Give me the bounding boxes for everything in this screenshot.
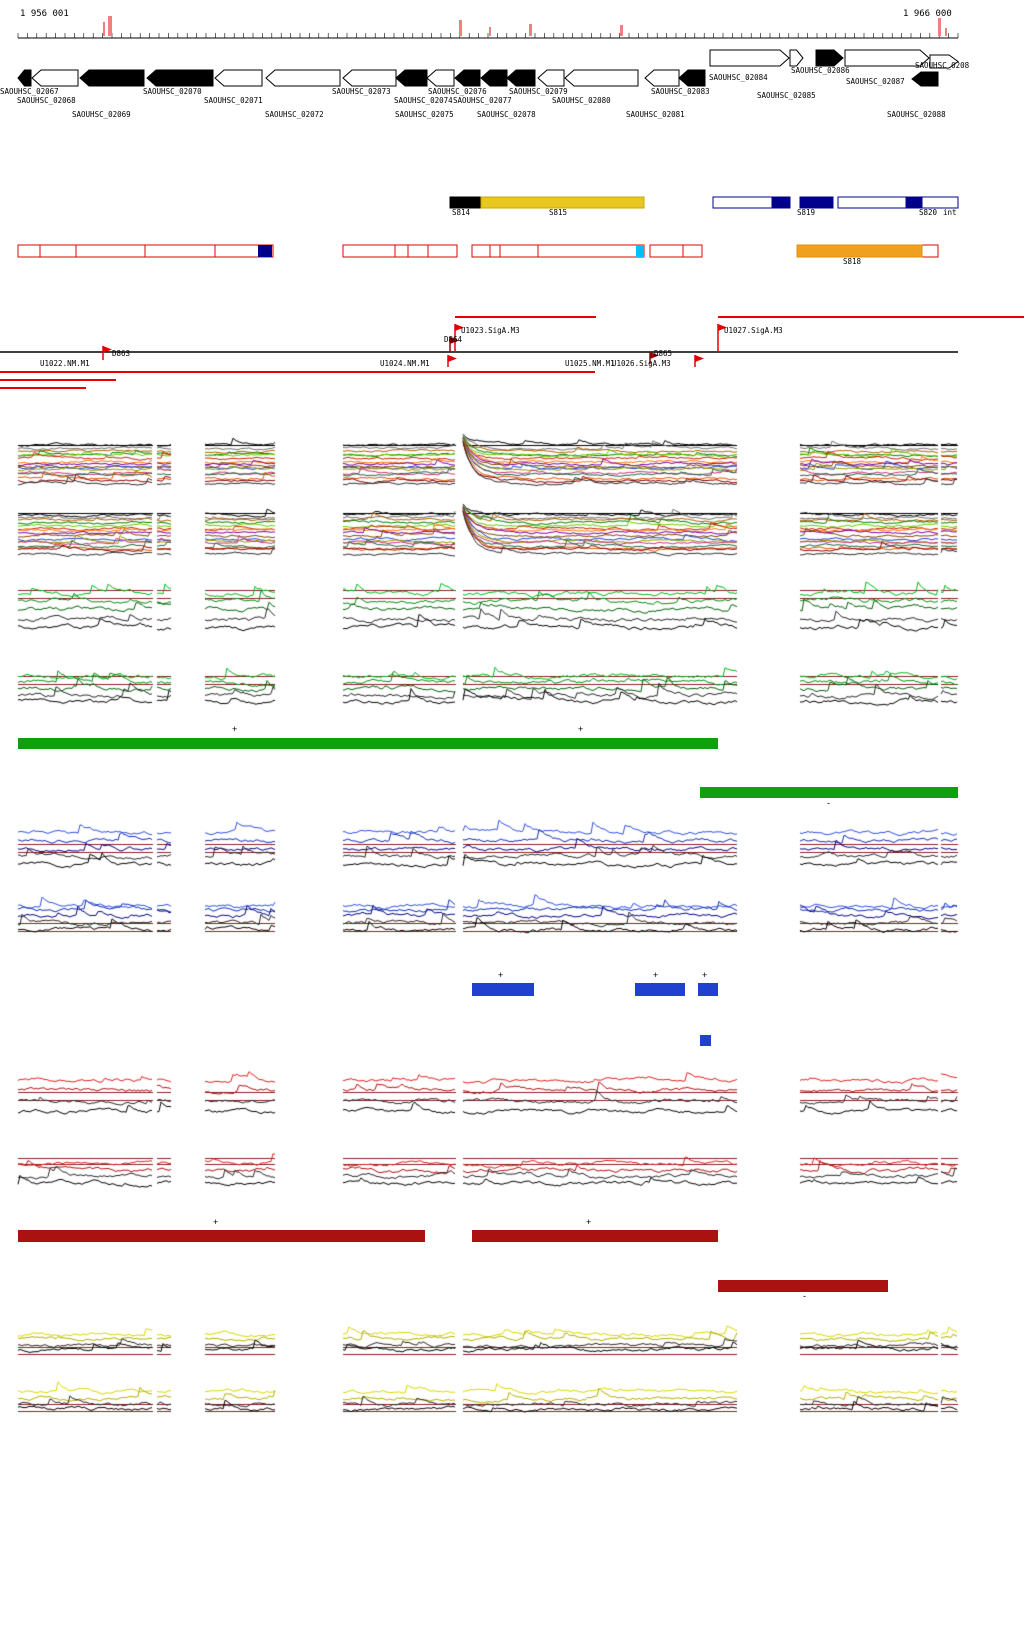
strand-region-bar[interactable] <box>18 1230 425 1242</box>
gene-arrow-SAOUHSC_02076[interactable] <box>454 69 481 87</box>
strand-sign: + <box>498 970 504 980</box>
ruler-variant-mark <box>529 24 532 36</box>
gene-arrow-SAOUHSC_02084[interactable] <box>709 49 790 67</box>
feature-bar[interactable] <box>799 196 834 209</box>
signal-track-blue[interactable] <box>0 812 1024 884</box>
flag-marker[interactable] <box>718 324 727 331</box>
strand-region-bar[interactable] <box>698 983 718 996</box>
signal-track-red[interactable] <box>0 1148 1024 1200</box>
signal-track-yellow[interactable] <box>0 1376 1024 1424</box>
segmented-feature-bar[interactable] <box>921 244 939 258</box>
flag-marker[interactable] <box>650 352 659 359</box>
gene-arrow-SAOUHSC_02068[interactable] <box>31 69 79 87</box>
gene-arrow-SAOUHSC_02069[interactable] <box>79 69 145 87</box>
gene-arrow-SAOUHSC_02083[interactable] <box>678 69 706 87</box>
gene-arrow-SAOUHSC_02088[interactable] <box>911 71 939 87</box>
strand-region-bar[interactable] <box>472 983 534 996</box>
feature-bar[interactable] <box>449 196 482 209</box>
ruler-start-coordinate: 1 956 001 <box>20 9 69 19</box>
strand-sign: + <box>653 970 659 980</box>
strand-sign: - <box>827 798 830 808</box>
signal-track-green[interactable] <box>0 572 1024 650</box>
ruler-variant-mark <box>103 22 105 36</box>
segmented-feature-bar[interactable] <box>649 244 703 258</box>
gene-arrow-SAOUHSC_02085[interactable] <box>789 49 804 67</box>
strand-sign: + <box>586 1217 592 1227</box>
feature-bar[interactable] <box>771 196 791 209</box>
segment-highlight <box>636 245 644 257</box>
ruler-end-coordinate: 1 966 000 <box>903 9 952 19</box>
ruler-variant-mark <box>938 18 941 36</box>
gene-arrow-SAOUHSC_02080[interactable] <box>564 69 639 87</box>
ruler-ticks <box>17 33 959 38</box>
ruler-variant-mark <box>945 28 947 36</box>
strand-region-bar[interactable] <box>700 1035 711 1046</box>
gene-arrow-SAOUHSC_02075[interactable] <box>426 69 455 87</box>
gene-arrow-SAOUHSC_02070[interactable] <box>146 69 214 87</box>
flag-marker[interactable] <box>103 346 112 353</box>
gene-arrow-SAOUHSC_02071[interactable] <box>214 69 263 87</box>
flag-marker[interactable] <box>695 355 704 362</box>
genomic-features-panel <box>0 16 1024 389</box>
gene-arrow-SAOUHSC_02072[interactable] <box>265 69 341 87</box>
strand-region-bar[interactable] <box>635 983 685 996</box>
signal-track-blue[interactable] <box>0 888 1024 944</box>
gene-arrow-SAOUHSC_0208[interactable] <box>929 54 959 69</box>
feature-bar[interactable] <box>905 196 923 209</box>
signal-track-dense[interactable] <box>0 498 1024 562</box>
segmented-feature-bar[interactable] <box>471 244 645 258</box>
signal-track-yellow[interactable] <box>0 1316 1024 1366</box>
signal-track-dense[interactable] <box>0 428 1024 492</box>
signal-track-green[interactable] <box>0 664 1024 714</box>
strand-sign: - <box>803 1291 806 1301</box>
strand-sign: + <box>702 970 708 980</box>
ruler-variant-mark <box>108 16 112 36</box>
strand-sign: + <box>232 724 238 734</box>
flag-marker[interactable] <box>455 324 464 331</box>
feature-bar[interactable] <box>480 196 645 209</box>
orange-feature-bar[interactable] <box>796 244 923 258</box>
ruler-variant-mark <box>489 27 491 36</box>
strand-region-bar[interactable] <box>472 1230 718 1242</box>
strand-region-bar[interactable] <box>18 738 718 749</box>
ruler-variant-mark <box>620 25 623 36</box>
flag-marker[interactable] <box>448 355 457 362</box>
gene-arrow-SAOUHSC_02067[interactable] <box>17 69 32 87</box>
gene-arrow-SAOUHSC_02077[interactable] <box>480 69 508 87</box>
ruler-variant-mark <box>459 20 462 36</box>
feature-bar[interactable] <box>837 196 959 209</box>
strand-sign: + <box>213 1217 219 1227</box>
segmented-feature-bar[interactable] <box>342 244 458 258</box>
strand-region-bar[interactable] <box>718 1280 888 1292</box>
gene-arrow-SAOUHSC_02086[interactable] <box>815 49 844 67</box>
segment-highlight <box>258 245 272 257</box>
gene-arrow-SAOUHSC_02078[interactable] <box>506 69 536 87</box>
flag-marker[interactable] <box>450 337 459 344</box>
gene-arrow-SAOUHSC_02074[interactable] <box>395 69 428 87</box>
strand-sign: + <box>578 724 584 734</box>
gene-arrow-SAOUHSC_02087[interactable] <box>844 49 930 67</box>
gene-arrow-SAOUHSC_02073[interactable] <box>342 69 397 87</box>
strand-region-bar[interactable] <box>700 787 958 798</box>
gene-arrow-SAOUHSC_02079[interactable] <box>537 69 565 87</box>
signal-track-red[interactable] <box>0 1058 1024 1136</box>
gene-arrow-SAOUHSC_02081[interactable] <box>644 69 680 87</box>
